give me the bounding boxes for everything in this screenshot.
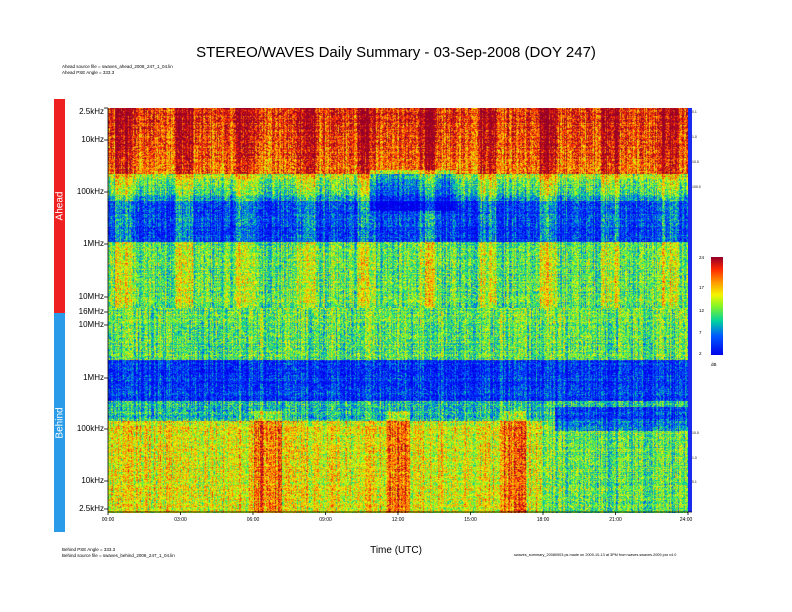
colorbar-unit: dB xyxy=(711,362,717,367)
colorbar-tick-label: 12 xyxy=(699,308,705,313)
ahead-angle-note: Ahead PSE Angle = 333.3 xyxy=(62,70,115,75)
colorbar-tick-label: 7 xyxy=(699,330,702,335)
colorbar-tick-label: 17 xyxy=(699,285,705,290)
behind-panel-tag: Behind xyxy=(54,313,65,532)
y-tick-label-behind: 10MHz xyxy=(78,320,104,329)
x-tick-label: 06:00 xyxy=(246,517,260,523)
chart-title: STEREO/WAVES Daily Summary - 03-Sep-2008… xyxy=(196,44,596,61)
x-tick-label: 12:00 xyxy=(391,517,405,523)
right-tick-label-behind: 1.0 xyxy=(692,456,697,460)
x-tick-label: 03:00 xyxy=(174,517,187,523)
x-tick-label: 24:00 xyxy=(679,517,693,523)
right-tick-label-behind: 10.0 xyxy=(692,431,699,435)
x-tick-label: 00:00 xyxy=(101,517,115,523)
right-tick-label-ahead: 10.0 xyxy=(692,160,699,164)
ahead-panel-tag: Ahead xyxy=(54,99,65,313)
y-tick-label-ahead: 10MHz xyxy=(78,292,104,301)
right-tick-label-behind: 0.1 xyxy=(692,480,697,484)
y-tick-label-behind: 2.5kHz xyxy=(79,504,104,513)
behind-spectrogram xyxy=(108,308,688,513)
y-tick-label-behind: 10kHz xyxy=(81,476,104,485)
right-tick-label-ahead: 0.1 xyxy=(692,110,697,114)
y-tick-label-behind: 100kHz xyxy=(76,424,104,433)
behind-angle-note: Behind PSE Angle = 333.3 xyxy=(62,547,116,552)
y-tick-label-ahead: 16MHz xyxy=(78,307,104,316)
footer-note: swaves_summary_20080903.ps made on 2009-… xyxy=(514,553,677,557)
y-tick-label-ahead: 10kHz xyxy=(81,135,104,144)
colorbar xyxy=(711,257,723,355)
ahead-source-note: Ahead source file = swaves_ahead_2008_24… xyxy=(62,64,173,69)
right-band xyxy=(688,108,692,512)
x-tick-label: 15:00 xyxy=(464,517,477,523)
behind-source-note: Behind source file = swaves_behind_2008_… xyxy=(62,553,175,558)
y-tick-label-ahead: 100kHz xyxy=(76,187,104,196)
x-tick-label: 18:00 xyxy=(536,517,550,523)
x-tick-label: 09:00 xyxy=(319,517,332,523)
x-tick-label: 21:00 xyxy=(609,517,622,523)
x-axis-label: Time (UTC) xyxy=(370,545,422,556)
ahead-spectrogram xyxy=(108,108,688,313)
right-tick-label-ahead: 100.0 xyxy=(692,185,701,189)
colorbar-tick-label: 2 xyxy=(699,351,702,356)
y-tick-label-ahead: 1MHz xyxy=(83,239,104,248)
colorbar-tick-label: 24 xyxy=(699,255,705,260)
y-tick-label-ahead: 2.5kHz xyxy=(79,107,104,116)
right-tick-label-ahead: 1.0 xyxy=(692,135,697,139)
y-tick-label-behind: 1MHz xyxy=(83,373,104,382)
